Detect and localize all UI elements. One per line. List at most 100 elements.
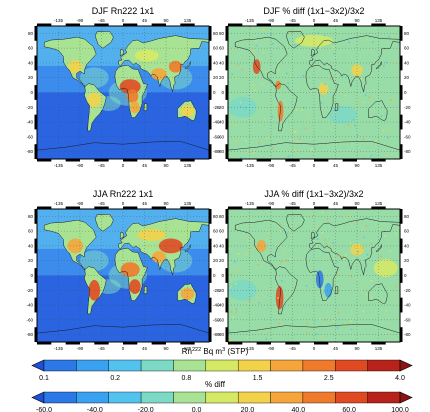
lat-tick-label: -40: [26, 303, 33, 308]
colorbar-percent-diff-label: % diff: [205, 380, 226, 389]
lat-tick-label: -80: [213, 149, 220, 154]
lat-tick-label: 80: [404, 31, 410, 36]
colorbar-tick-label: -60.0: [36, 407, 52, 412]
lon-tick-label: -45: [98, 201, 105, 206]
lon-tick-label: 0: [313, 163, 316, 168]
lon-tick-label: 0: [313, 18, 316, 23]
lon-tick-label: 135: [184, 346, 192, 351]
colorbar-tick-label: 40.0: [291, 407, 305, 412]
lat-tick-label: -20: [404, 105, 411, 110]
lat-tick-label: -60: [26, 317, 33, 322]
lon-tick-label: 135: [375, 201, 383, 206]
coastline-eurasia: [118, 218, 209, 275]
lon-tick-label: 135: [375, 346, 383, 351]
colorbar-tick-label: 0.0: [192, 407, 202, 412]
map-panel-jja-diff: JJA % diff (1x1−3x2)/3x2 -135 -135 -90 -90 -4…: [217, 189, 411, 351]
lon-tick-label: 45: [142, 18, 148, 23]
colorbar-rn222-label: Rn222 Bq m3 (STP): [182, 347, 249, 356]
map-panel-djf-rn: DJF Rn222 1x1 -135 -135 -90 -90 -45 -45 0 0 45 45 9…: [26, 6, 220, 168]
lon-tick-label: 45: [142, 163, 148, 168]
colorbar-tick-label: 0.1: [39, 375, 49, 382]
coastline-greenland: [95, 213, 114, 232]
lat-tick-label: 80: [28, 31, 34, 36]
lon-tick-label: 90: [163, 18, 169, 23]
coastline-uk: [310, 49, 316, 56]
lon-tick-label: -135: [54, 18, 64, 23]
lat-tick-label: -80: [404, 332, 411, 337]
coastline-japan: [375, 244, 382, 253]
lat-tick-label: 60: [219, 46, 225, 51]
lat-tick-label: 20: [404, 258, 410, 263]
lat-tick-label: 60: [404, 46, 410, 51]
coastline-uk: [119, 232, 125, 239]
coastline-madagascar: [334, 103, 339, 112]
coastline-namerica: [43, 36, 97, 87]
coastline-japan: [375, 61, 382, 70]
map-panel-jja-rn: JJA Rn222 1x1 -135 -135 -90 -90 -45 -45 0 0 45 45 9…: [26, 189, 220, 351]
colorbar-tick-label: 60.0: [342, 407, 356, 412]
colorbar-tick-label: 0.8: [182, 375, 192, 382]
colorbar-tick-label: 2.5: [324, 375, 334, 382]
lat-tick-label: 40: [28, 60, 34, 65]
colorbars: 0.1 0.2 0.8 1.5 2.5 4.0 Rn222 Bq m3 (STP) -60.0…: [31, 347, 413, 412]
lat-tick-label: 80: [219, 31, 225, 36]
lon-tick-label: 135: [375, 163, 383, 168]
coastline-antarctica: [228, 141, 400, 159]
map-field: [37, 26, 209, 159]
lat-tick-label: 80: [404, 214, 410, 219]
coastline-madagascar: [334, 286, 339, 295]
lon-tick-label: 90: [354, 201, 360, 206]
lat-tick-label: -20: [213, 105, 220, 110]
colorbar-tick-label: -40.0: [87, 407, 103, 412]
lat-tick-label: -60: [213, 134, 220, 139]
lat-tick-label: 20: [213, 258, 219, 263]
lon-tick-label: -45: [289, 201, 296, 206]
lat-tick-label: 40: [28, 243, 34, 248]
lat-tick-label: -60: [217, 317, 224, 322]
panel-title: DJF % diff (1x1−3x2)/3x2: [263, 6, 364, 16]
lat-tick-label: 80: [28, 214, 34, 219]
coastline-namerica: [234, 36, 288, 87]
lat-tick-label: -60: [404, 317, 411, 322]
lat-tick-label: 0: [404, 90, 407, 95]
lon-tick-label: 0: [122, 163, 125, 168]
lat-tick-label: -60: [217, 134, 224, 139]
lat-tick-label: -20: [217, 288, 224, 293]
lat-tick-label: 20: [404, 75, 410, 80]
coastline-namerica: [43, 219, 97, 270]
colorbar-tick-label: 20.0: [241, 407, 255, 412]
map-field: [228, 209, 400, 342]
lon-tick-label: 90: [354, 18, 360, 23]
lat-tick-label: -20: [217, 105, 224, 110]
lat-tick-label: 0: [221, 273, 224, 278]
lon-tick-label: -135: [245, 18, 255, 23]
lat-tick-label: -60: [26, 134, 33, 139]
lon-tick-label: -45: [289, 163, 296, 168]
lon-tick-label: -90: [77, 346, 84, 351]
lon-tick-label: -135: [54, 346, 64, 351]
lat-tick-label: 40: [213, 243, 219, 248]
coastline-eurasia: [309, 35, 400, 92]
lon-tick-label: 135: [184, 18, 192, 23]
coastline-greenland: [286, 30, 305, 49]
lon-tick-label: 45: [333, 346, 339, 351]
map-field: [37, 209, 209, 342]
coastline-greenland: [95, 30, 114, 49]
coastline-africa: [114, 64, 148, 118]
coastline-namerica: [234, 219, 288, 270]
lat-tick-label: 80: [213, 214, 219, 219]
colorbar-tick-label: 4.0: [395, 375, 405, 382]
panel-title: JJA % diff (1x1−3x2)/3x2: [264, 189, 363, 199]
lon-tick-label: -45: [98, 163, 105, 168]
lat-tick-label: -40: [213, 120, 220, 125]
lat-tick-label: 40: [404, 243, 410, 248]
lat-tick-label: 0: [213, 273, 216, 278]
lon-tick-label: -90: [77, 163, 84, 168]
lon-tick-label: 45: [333, 163, 339, 168]
lat-tick-label: -20: [404, 288, 411, 293]
lat-tick-label: 20: [219, 75, 225, 80]
lat-tick-label: 0: [30, 90, 33, 95]
lon-tick-label: -45: [289, 346, 296, 351]
lon-tick-label: -90: [77, 18, 84, 23]
lat-tick-label: 40: [404, 60, 410, 65]
